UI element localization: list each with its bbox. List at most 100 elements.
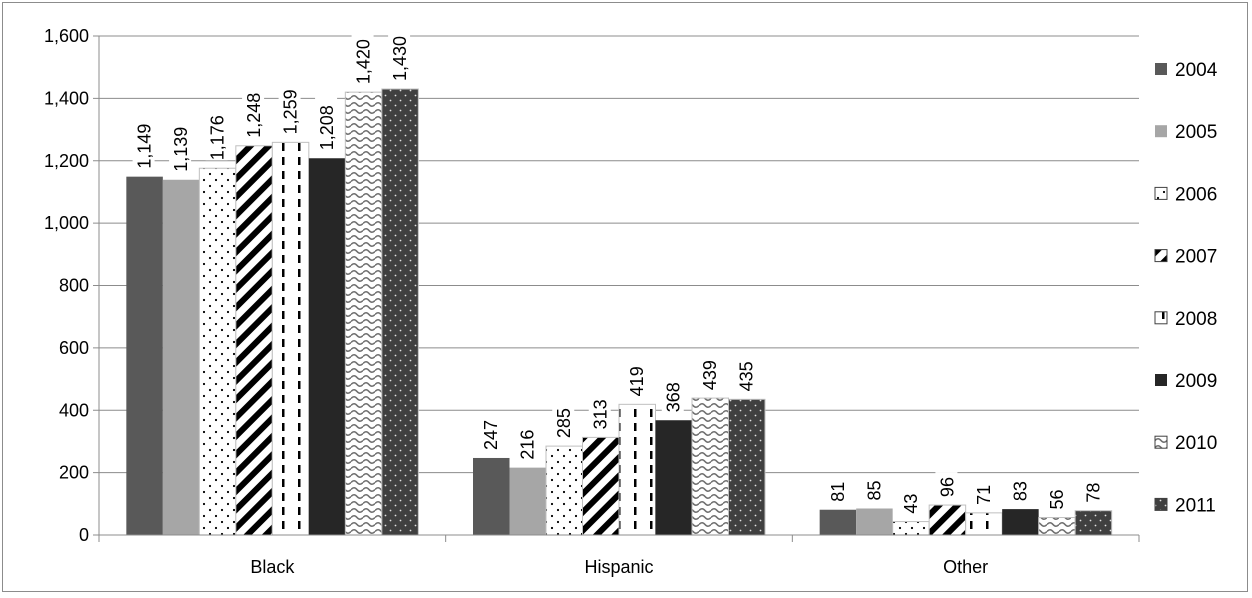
- data-label-bg: [205, 103, 228, 161]
- data-label-bg: [971, 479, 994, 505]
- data-label-bg: [515, 424, 538, 460]
- bar-2009-black: [308, 158, 346, 535]
- bar-2010-hispanic: [691, 397, 729, 536]
- data-label: 368: [664, 382, 684, 412]
- data-label-bg: [625, 360, 648, 397]
- data-label-bg: [825, 476, 848, 502]
- bar-2005-hispanic: [509, 467, 546, 535]
- bar-2004-black: [126, 176, 163, 535]
- bar-2007-other: [928, 504, 967, 536]
- data-label-bg: [588, 393, 611, 430]
- bar-2007-black: [235, 145, 273, 536]
- data-label: 96: [937, 477, 957, 497]
- bar-2008-other: [965, 512, 1003, 536]
- data-labels: 1,149 1,139 1,176 1,248 1,259 1,208 1,420 1,430…: [132, 24, 1104, 514]
- data-label: 285: [554, 408, 574, 438]
- data-label: 1,430: [390, 36, 410, 81]
- data-label-bg: [388, 24, 411, 82]
- legend-label-2006: 2006: [1175, 184, 1217, 205]
- bar-2007-hispanic: [582, 436, 620, 536]
- data-label-bg: [169, 115, 192, 172]
- bar-2008-black: [271, 141, 310, 536]
- y-tick-label: 600: [59, 338, 89, 358]
- data-label: 78: [1083, 483, 1103, 503]
- data-label: 1,259: [281, 89, 301, 134]
- data-label-bg: [734, 355, 757, 392]
- bar-2005-black: [162, 179, 200, 536]
- legend: 2004 2005 2006 2007 2008 2009 2010 2011: [1154, 60, 1218, 516]
- legend-swatch-2011: [1154, 497, 1168, 511]
- legend-swatch-2010: [1154, 435, 1168, 449]
- data-label: 1,176: [208, 115, 228, 160]
- data-label-bg: [661, 376, 684, 413]
- data-label-bg: [935, 472, 958, 498]
- data-label: 313: [591, 399, 611, 429]
- data-label-bg: [552, 402, 575, 439]
- legend-label-2007: 2007: [1175, 247, 1217, 268]
- data-label-bg: [479, 414, 502, 450]
- data-label: 1,420: [354, 39, 374, 84]
- data-label: 1,149: [135, 124, 155, 169]
- legend-swatch-2005: [1155, 125, 1167, 138]
- data-label: 85: [864, 480, 884, 500]
- bars: [126, 88, 1113, 536]
- bar-2006-other: [892, 521, 930, 536]
- y-axis: 0 200 400 600 800 1,000 1,200 1,400 1,600: [44, 26, 100, 545]
- data-label: 1,248: [244, 93, 264, 138]
- y-tick-label: 0: [79, 525, 89, 545]
- data-label-bg: [1008, 476, 1031, 502]
- x-tick-label-other: Other: [943, 557, 988, 577]
- y-tick-label: 1,200: [44, 151, 89, 171]
- legend-label-2004: 2004: [1175, 60, 1218, 81]
- data-label-bg: [132, 112, 155, 169]
- bar-2009-hispanic: [655, 420, 692, 535]
- data-label: 56: [1047, 490, 1067, 510]
- legend-label-2008: 2008: [1175, 309, 1217, 330]
- y-tick-label: 1,000: [44, 213, 89, 233]
- data-label: 71: [974, 485, 994, 505]
- bar-2011-black: [381, 88, 419, 536]
- bar-2008-hispanic: [618, 403, 656, 536]
- data-label-bg: [242, 81, 265, 138]
- data-label: 439: [700, 360, 720, 390]
- legend-label-2010: 2010: [1175, 433, 1217, 454]
- x-tick-label-hispanic: Hispanic: [584, 557, 653, 577]
- bar-2006-black: [198, 167, 237, 536]
- data-label: 247: [481, 420, 501, 450]
- y-tick-label: 200: [59, 463, 89, 483]
- data-label: 43: [901, 494, 921, 514]
- legend-label-2011: 2011: [1175, 495, 1216, 516]
- legend-swatch-2004: [1155, 63, 1167, 75]
- data-label: 1,139: [171, 127, 191, 172]
- legend-swatch-2008: [1154, 311, 1168, 325]
- legend-swatch-2009: [1155, 374, 1167, 386]
- data-label: 83: [1010, 481, 1030, 501]
- bar-2004-other: [819, 509, 857, 535]
- data-label: 435: [737, 361, 757, 391]
- bar-2011-other: [1074, 510, 1113, 536]
- data-label-bg: [351, 27, 374, 85]
- data-label-bg: [278, 77, 301, 135]
- data-label: 81: [828, 482, 848, 502]
- data-label-bg: [898, 488, 921, 514]
- bar-2005-other: [856, 508, 893, 535]
- data-label-bg: [315, 93, 338, 151]
- data-label-bg: [1081, 477, 1104, 503]
- legend-swatch-2007: [1154, 249, 1168, 263]
- data-label: 1,208: [317, 105, 337, 150]
- data-label-bg: [1044, 484, 1067, 510]
- x-axis: Black Hispanic Other: [98, 534, 1140, 577]
- data-label: 419: [627, 366, 647, 396]
- bar-2009-other: [1002, 509, 1039, 535]
- legend-label-2009: 2009: [1175, 371, 1217, 392]
- x-tick-label-black: Black: [250, 557, 295, 577]
- y-tick-label: 1,600: [44, 26, 89, 46]
- y-tick-label: 400: [59, 400, 89, 420]
- y-tick-label: 1,400: [44, 88, 89, 108]
- legend-label-2005: 2005: [1175, 122, 1217, 143]
- data-label-bg: [698, 354, 721, 391]
- bar-2010-black: [344, 91, 383, 536]
- data-label: 216: [518, 430, 538, 460]
